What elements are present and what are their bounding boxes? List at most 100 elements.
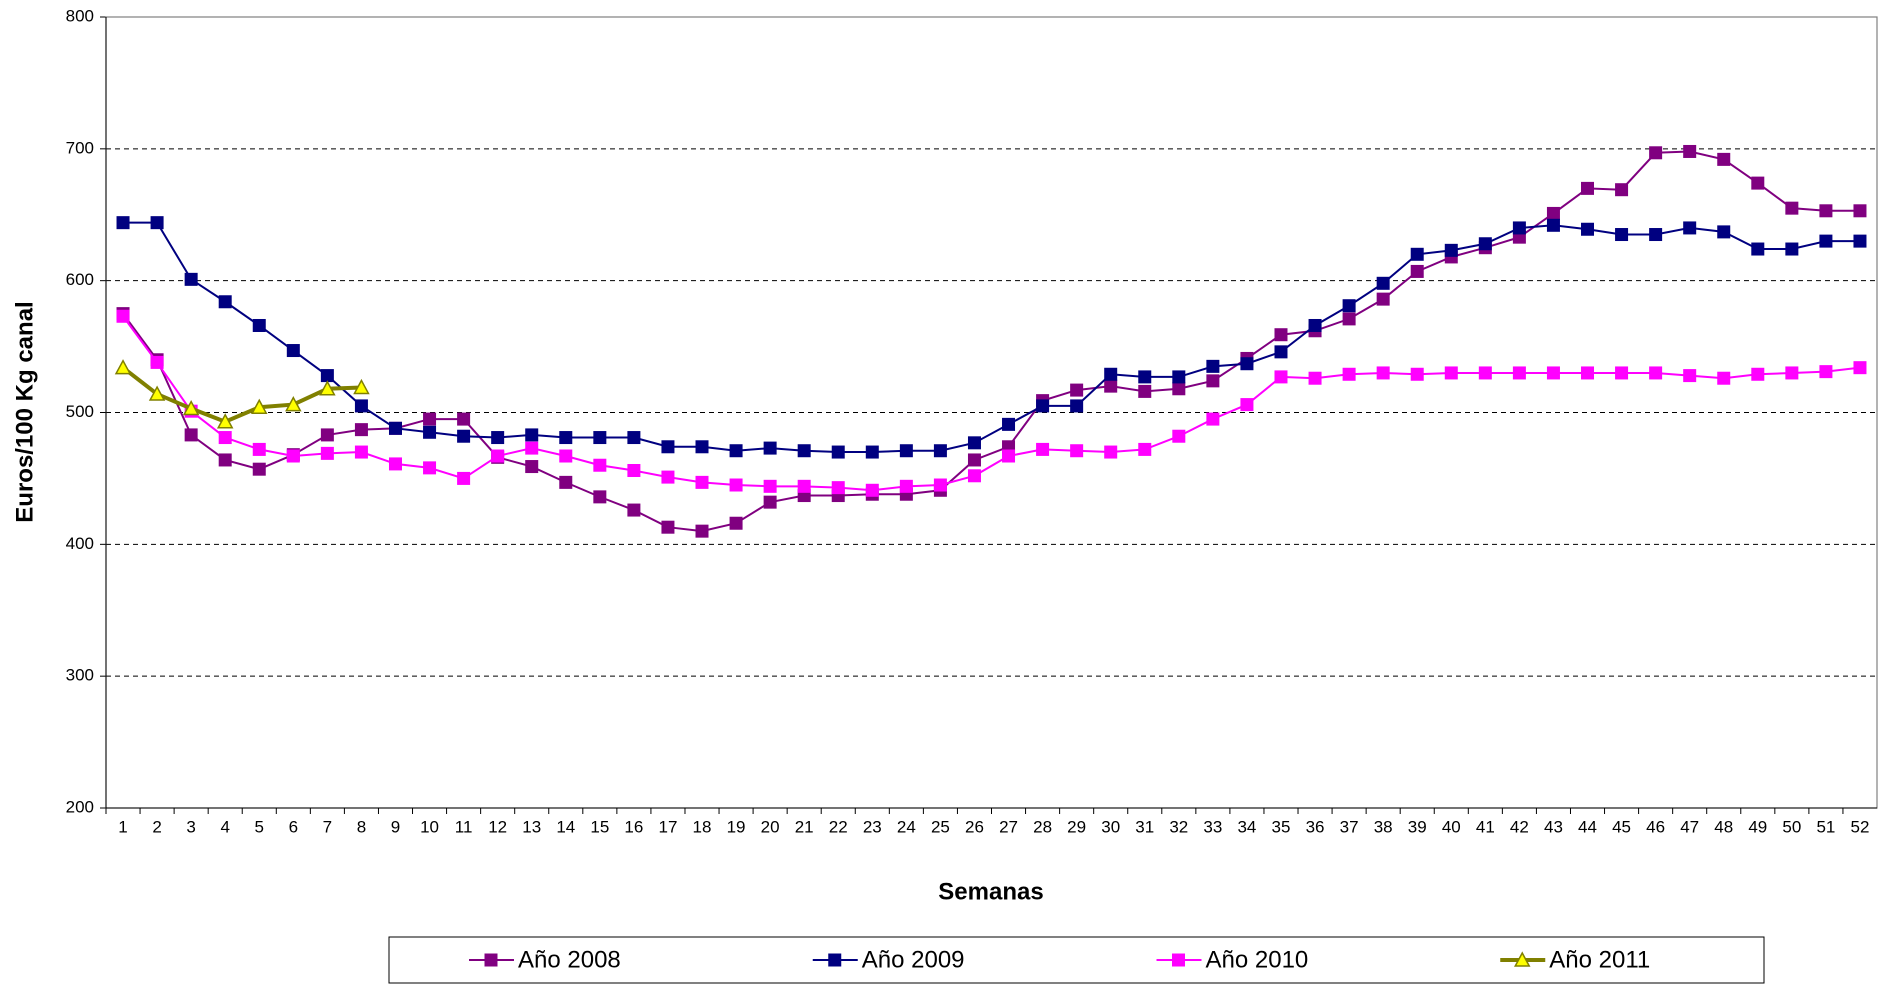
x-tick-label: 41 [1476,817,1495,836]
series [116,216,1867,459]
data-point [1376,292,1390,306]
data-point [1717,225,1731,239]
x-tick-label: 14 [556,817,575,836]
x-tick-label: 34 [1237,817,1256,836]
x-tick-label: 2 [152,817,161,836]
data-point [150,355,164,369]
x-tick-label: 5 [255,817,264,836]
data-point [525,428,539,442]
data-point [1717,371,1731,385]
data-point [286,344,300,358]
x-tick-label: 45 [1612,817,1631,836]
data-point [1785,201,1799,215]
x-tick-label: 31 [1135,817,1154,836]
y-tick-label: 800 [66,6,94,25]
data-point [184,272,198,286]
data-point [320,369,334,383]
series-line [122,315,1861,492]
data-point [1819,365,1833,379]
data-point [1274,328,1288,342]
data-point [559,431,573,445]
data-point [1683,144,1697,158]
legend-marker [828,953,842,967]
data-point [1342,299,1356,313]
data-point [525,441,539,455]
data-point [1104,445,1118,459]
data-point [1478,237,1492,251]
data-point [933,444,947,458]
data-point [627,464,641,478]
data-point [695,440,709,454]
data-point [182,399,200,416]
x-tick-label: 42 [1510,817,1529,836]
data-point [1581,181,1595,195]
data-point [1819,234,1833,248]
x-tick-label: 17 [658,817,677,836]
data-point [1206,374,1220,388]
data-point [1376,276,1390,290]
data-point [1342,312,1356,326]
x-tick-label: 38 [1374,817,1393,836]
data-point [1138,442,1152,456]
data-point [388,421,402,435]
data-point [695,475,709,489]
x-tick-label: 39 [1408,817,1427,836]
data-point [1410,367,1424,381]
y-tick-label: 500 [66,402,94,421]
x-tick-label: 12 [488,817,507,836]
data-point [763,495,777,509]
x-tick-label: 35 [1272,817,1291,836]
x-tick-label: 10 [420,817,439,836]
data-point [1751,242,1765,256]
data-point [1546,206,1560,220]
data-point [252,318,266,332]
data-point [1649,146,1663,160]
y-tick-label: 400 [66,534,94,553]
data-point [559,475,573,489]
data-point [865,483,879,497]
data-point [1376,366,1390,380]
data-point [320,428,334,442]
y-tick-label: 600 [66,270,94,289]
data-point [218,431,232,445]
x-tick-label: 47 [1680,817,1699,836]
data-point [1410,247,1424,261]
data-point [218,295,232,309]
data-point [729,444,743,458]
data-point [353,378,370,395]
data-point [797,444,811,458]
x-tick-label: 49 [1748,817,1767,836]
x-tick-label: 37 [1340,817,1359,836]
legend-marker [1513,951,1531,967]
data-point [252,442,266,456]
data-point [1581,222,1595,236]
legend: Año 2008 Año 2009 Año 2010 Año 2011 [388,936,1765,984]
x-tick-label: 24 [897,817,916,836]
x-tick-label: 18 [693,817,712,836]
x-tick-label: 16 [624,817,643,836]
data-point [1615,366,1629,380]
data-point [1002,449,1016,463]
data-point [1444,243,1458,257]
data-point [559,449,573,463]
series-line [123,221,1860,454]
data-point [285,396,302,412]
data-point [1819,204,1833,218]
x-tick-label: 50 [1782,817,1801,836]
data-point [1546,218,1560,232]
data-point [1581,366,1595,380]
data-point [899,444,913,458]
data-point [1070,399,1084,413]
data-point [1206,359,1220,373]
legend-marker [1172,953,1185,967]
data-point [1410,264,1424,278]
data-point [1172,370,1186,384]
data-point [729,478,743,492]
legend-label: Año 2008 [518,946,621,973]
data-point [252,462,266,476]
data-point [116,216,130,230]
data-point [354,423,368,437]
data-point [593,458,607,472]
x-tick-label: 36 [1306,817,1325,836]
